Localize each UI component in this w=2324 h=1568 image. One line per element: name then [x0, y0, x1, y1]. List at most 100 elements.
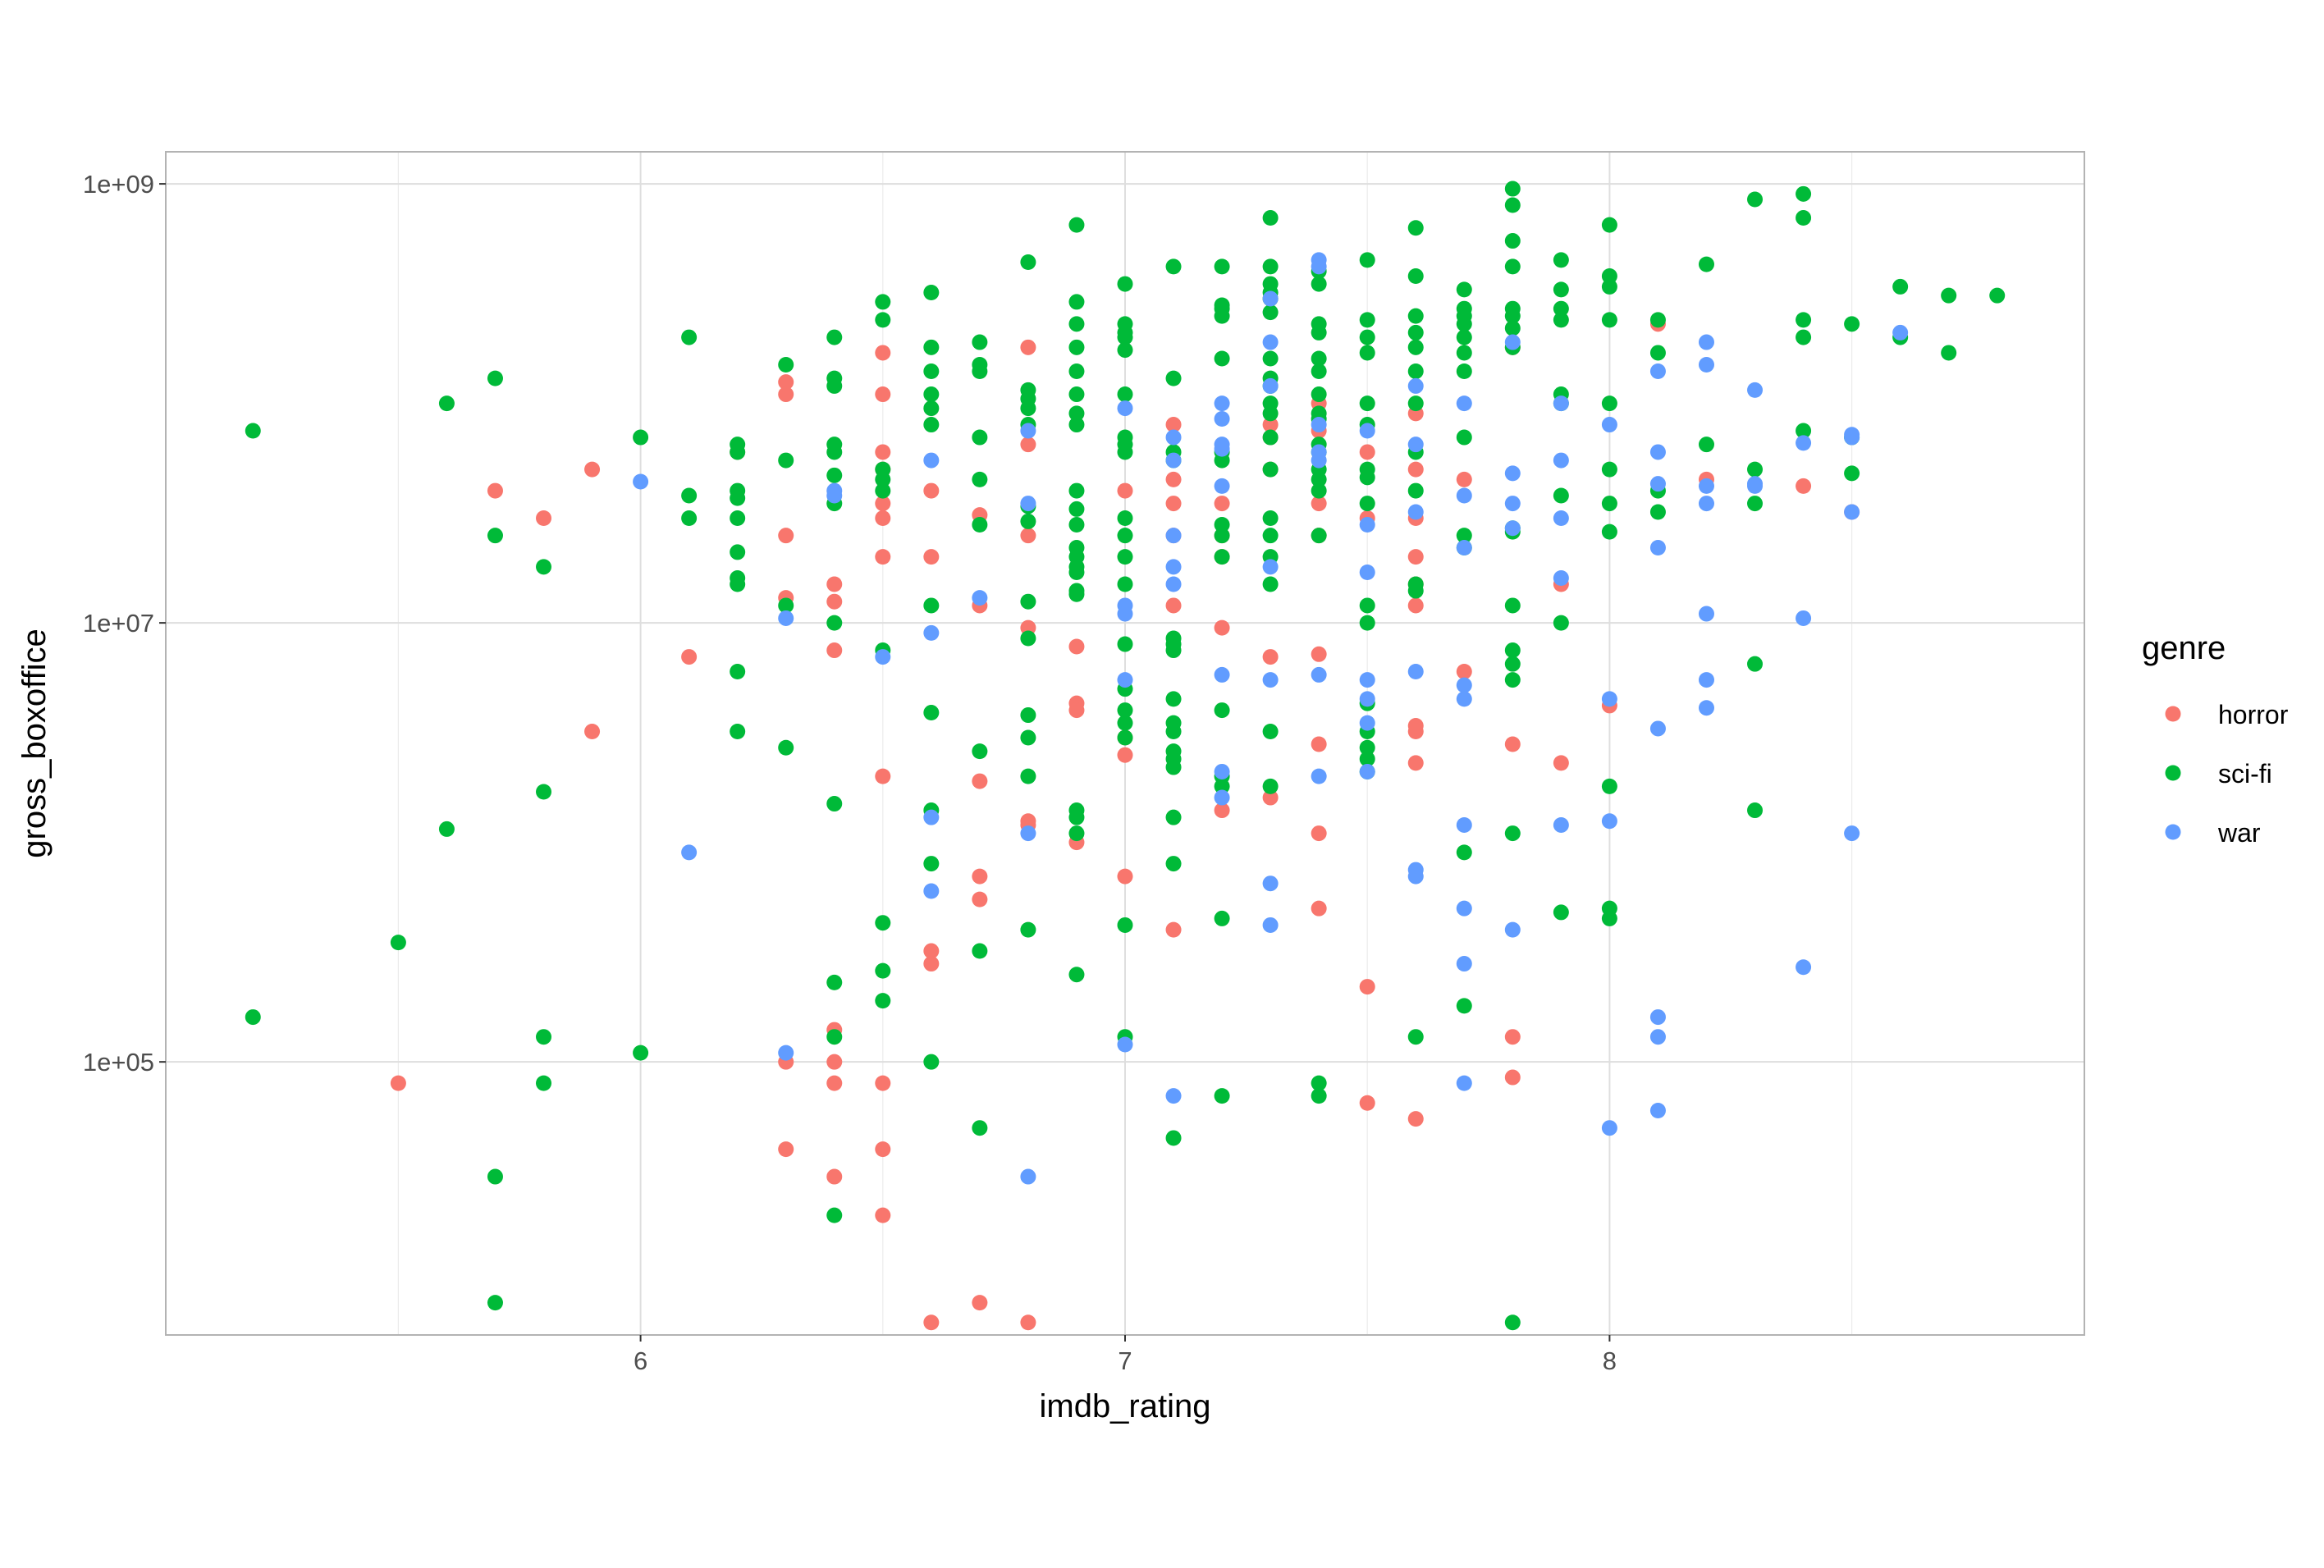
- point-sci-fi: [1504, 258, 1521, 275]
- point-horror: [826, 576, 843, 592]
- point-war: [1165, 429, 1182, 446]
- point-horror: [923, 943, 940, 959]
- point-sci-fi: [1989, 287, 2006, 304]
- point-sci-fi: [536, 1075, 552, 1091]
- point-war: [1649, 1009, 1666, 1026]
- point-sci-fi: [972, 471, 988, 487]
- point-war: [1698, 496, 1714, 512]
- point-sci-fi: [1504, 197, 1521, 213]
- point-horror: [778, 374, 794, 391]
- point-sci-fi: [438, 821, 455, 837]
- point-sci-fi: [1796, 312, 1812, 328]
- point-sci-fi: [1456, 316, 1472, 332]
- point-war: [1311, 452, 1327, 469]
- point-horror: [1407, 461, 1424, 478]
- point-sci-fi: [1068, 825, 1085, 842]
- point-horror: [778, 1141, 794, 1158]
- point-sci-fi: [1117, 444, 1133, 460]
- point-sci-fi: [1553, 904, 1569, 921]
- y-tick-label: 1e+05: [83, 1048, 154, 1077]
- point-sci-fi: [1262, 528, 1279, 544]
- point-horror: [1214, 619, 1230, 636]
- point-sci-fi: [826, 615, 843, 631]
- point-sci-fi: [923, 417, 940, 433]
- point-war: [1698, 672, 1714, 688]
- point-sci-fi: [1941, 345, 1957, 361]
- point-horror: [778, 528, 794, 544]
- point-sci-fi: [826, 444, 843, 460]
- point-horror: [923, 549, 940, 565]
- point-horror: [972, 891, 988, 907]
- point-sci-fi: [923, 856, 940, 872]
- legend-key-war: [2165, 824, 2181, 840]
- point-sci-fi: [1068, 294, 1085, 310]
- point-war: [1311, 417, 1327, 433]
- point-sci-fi: [1504, 672, 1521, 688]
- point-war: [1407, 437, 1424, 453]
- point-sci-fi: [1020, 707, 1036, 724]
- point-sci-fi: [1504, 181, 1521, 197]
- point-sci-fi: [245, 1009, 261, 1026]
- point-sci-fi: [487, 528, 503, 544]
- point-war: [1214, 666, 1230, 683]
- point-horror: [1214, 802, 1230, 819]
- point-sci-fi: [1359, 252, 1375, 268]
- point-war: [1504, 921, 1521, 938]
- point-war: [1504, 496, 1521, 512]
- point-war: [1456, 900, 1472, 917]
- point-sci-fi: [1262, 778, 1279, 794]
- point-horror: [875, 549, 891, 565]
- point-horror: [1262, 417, 1279, 433]
- point-war: [1456, 816, 1472, 833]
- point-sci-fi: [1892, 278, 1909, 295]
- point-war: [1504, 465, 1521, 482]
- point-sci-fi: [1117, 636, 1133, 652]
- point-sci-fi: [1601, 778, 1617, 794]
- point-sci-fi: [923, 284, 940, 300]
- point-sci-fi: [730, 724, 746, 740]
- point-sci-fi: [1214, 452, 1230, 469]
- point-horror: [875, 510, 891, 526]
- point-war: [1747, 478, 1764, 494]
- point-war: [1359, 517, 1375, 533]
- point-war: [1601, 1120, 1617, 1136]
- point-war: [1165, 452, 1182, 469]
- point-sci-fi: [1698, 437, 1714, 453]
- point-sci-fi: [1068, 967, 1085, 983]
- point-sci-fi: [1117, 276, 1133, 292]
- point-horror: [1407, 1111, 1424, 1127]
- point-sci-fi: [1796, 185, 1812, 202]
- point-war: [1553, 395, 1569, 412]
- point-sci-fi: [730, 576, 746, 592]
- point-sci-fi: [1214, 517, 1230, 533]
- point-sci-fi: [1117, 528, 1133, 544]
- point-sci-fi: [1456, 528, 1472, 544]
- point-horror: [1456, 471, 1472, 487]
- point-horror: [875, 345, 891, 361]
- point-horror: [1311, 496, 1327, 512]
- point-sci-fi: [1553, 487, 1569, 504]
- point-war: [1311, 666, 1327, 683]
- point-horror: [1407, 755, 1424, 771]
- point-sci-fi: [1214, 528, 1230, 544]
- point-sci-fi: [923, 1054, 940, 1070]
- point-sci-fi: [1311, 276, 1327, 292]
- point-horror: [875, 386, 891, 403]
- point-war: [1698, 478, 1714, 494]
- point-horror: [1311, 736, 1327, 752]
- point-sci-fi: [1359, 751, 1375, 767]
- point-horror: [1407, 717, 1424, 734]
- point-sci-fi: [1359, 496, 1375, 512]
- point-sci-fi: [1456, 429, 1472, 446]
- point-sci-fi: [1359, 329, 1375, 345]
- point-sci-fi: [875, 471, 891, 487]
- point-sci-fi: [1553, 615, 1569, 631]
- point-war: [875, 649, 891, 665]
- point-sci-fi: [875, 962, 891, 979]
- point-sci-fi: [633, 429, 649, 446]
- point-war: [1553, 510, 1569, 526]
- point-horror: [923, 956, 940, 972]
- point-sci-fi: [1068, 517, 1085, 533]
- point-sci-fi: [1068, 564, 1085, 580]
- point-sci-fi: [972, 517, 988, 533]
